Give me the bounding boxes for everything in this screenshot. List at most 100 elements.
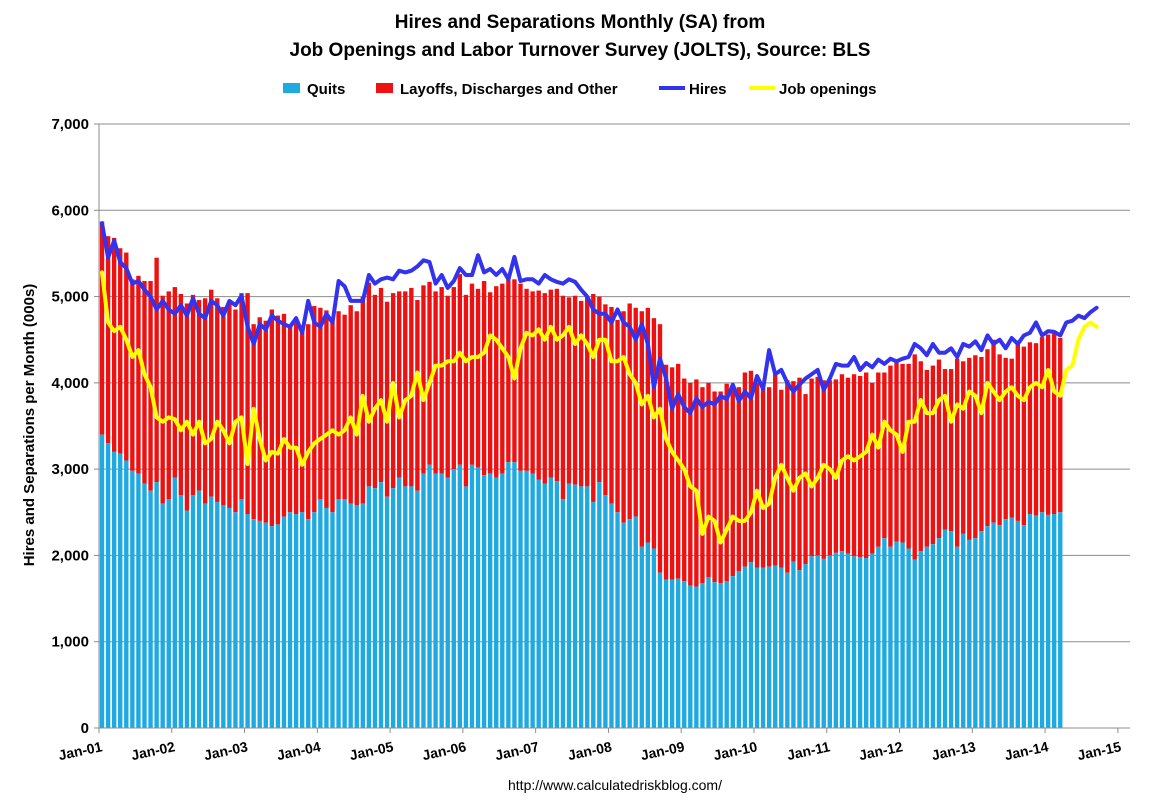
layoffs-bar	[803, 394, 808, 565]
quits-bar	[773, 565, 778, 728]
quits-bar	[451, 469, 456, 728]
layoffs-bar	[397, 291, 402, 478]
x-tick-label: Jan-11	[785, 738, 831, 763]
quits-bar	[706, 577, 711, 728]
quits-bar	[293, 514, 299, 728]
layoffs-bar	[348, 305, 353, 504]
quits-bar	[506, 462, 511, 728]
quits-bar	[839, 551, 845, 728]
layoffs-bar	[518, 283, 523, 471]
layoffs-bar	[324, 310, 329, 508]
layoffs-bar	[263, 320, 268, 523]
quits-bar	[397, 477, 402, 728]
quits-bar	[215, 501, 220, 728]
quits-bar	[336, 499, 341, 728]
quits-bar	[645, 542, 651, 728]
legend-label: Hires	[689, 81, 727, 98]
layoffs-bar	[973, 355, 978, 539]
layoffs-bar	[991, 339, 996, 523]
quits-bar	[536, 479, 541, 728]
quits-bar	[1003, 519, 1008, 728]
quits-bar	[791, 561, 796, 728]
quits-bar	[700, 583, 705, 728]
layoffs-bar	[633, 307, 638, 517]
quits-bar	[281, 516, 287, 728]
quits-bar	[766, 566, 772, 728]
quits-bar	[463, 486, 469, 728]
quits-bar	[851, 556, 857, 728]
layoffs-bar	[1052, 332, 1057, 515]
quits-bar	[669, 579, 675, 728]
layoffs-bar	[851, 374, 857, 557]
quits-bar	[439, 473, 444, 728]
quits-bar	[105, 443, 111, 728]
layoffs-bar	[930, 365, 936, 545]
layoffs-bar	[773, 374, 778, 566]
layoffs-bar	[694, 379, 699, 587]
layoffs-bar	[239, 293, 244, 500]
quits-bar	[118, 453, 123, 728]
quits-bar	[469, 464, 475, 728]
layoffs-bar	[306, 324, 311, 520]
bars	[99, 221, 1063, 728]
layoffs-bar	[609, 306, 614, 504]
legend-swatch	[283, 83, 300, 93]
quits-bar	[263, 522, 268, 728]
axes	[94, 123, 1130, 733]
layoffs-bar	[530, 291, 535, 474]
legend-swatch	[376, 83, 393, 93]
layoffs-bar	[506, 276, 511, 463]
x-tick-label: Jan-13	[930, 738, 977, 763]
quits-bar	[827, 555, 832, 728]
quits-bar	[251, 519, 256, 728]
layoffs-bar	[1027, 342, 1033, 515]
layoffs-bar	[1015, 340, 1020, 521]
quits-bar	[481, 475, 487, 728]
quits-bar	[912, 559, 917, 728]
quits-bar	[500, 473, 505, 728]
layoffs-bar	[585, 297, 590, 487]
quits-bar	[639, 546, 644, 728]
quits-bar	[845, 553, 851, 728]
layoffs-bar	[621, 311, 626, 523]
quits-bar	[942, 529, 948, 728]
quits-bar	[475, 467, 481, 728]
layoffs-bar	[142, 281, 147, 484]
quits-bar	[809, 556, 814, 728]
layoffs-bar	[888, 365, 893, 547]
quits-bar	[457, 464, 463, 728]
x-tick-labels: Jan-01 Jan-02 Jan-03 Jan-04 Jan-05 Jan-06 Jan-…	[57, 738, 1123, 763]
legend-label: Quits	[307, 81, 345, 98]
quits-bar	[342, 499, 347, 728]
layoffs-bar	[906, 363, 911, 549]
layoffs-bar	[948, 369, 954, 532]
y-tick-label: 1,000	[51, 634, 89, 651]
layoffs-bar	[111, 237, 117, 452]
quits-bar	[142, 483, 147, 728]
quits-bar	[111, 451, 117, 728]
quits-bar	[427, 464, 432, 728]
quits-bar	[124, 460, 129, 728]
layoffs-bar	[603, 304, 608, 496]
layoffs-bar	[227, 300, 232, 508]
quits-bar	[900, 542, 905, 728]
quits-bar	[1033, 515, 1039, 728]
quits-bar	[760, 567, 766, 728]
layoffs-bar	[566, 297, 572, 484]
quits-bar	[184, 510, 190, 728]
layoffs-bar	[281, 313, 287, 517]
quits-bar	[954, 546, 960, 728]
quits-bar	[870, 553, 875, 728]
quits-bar	[512, 462, 517, 728]
y-tick-label: 2,000	[51, 547, 89, 564]
quits-bar	[615, 512, 620, 728]
quits-bar	[857, 557, 863, 728]
x-tick-label: Jan-05	[348, 738, 395, 763]
quits-bar	[906, 548, 911, 728]
quits-bar	[833, 552, 839, 728]
quits-bar	[148, 490, 153, 728]
layoffs-bar	[372, 294, 378, 489]
quits-bar	[330, 512, 335, 728]
quits-bar	[287, 512, 293, 728]
